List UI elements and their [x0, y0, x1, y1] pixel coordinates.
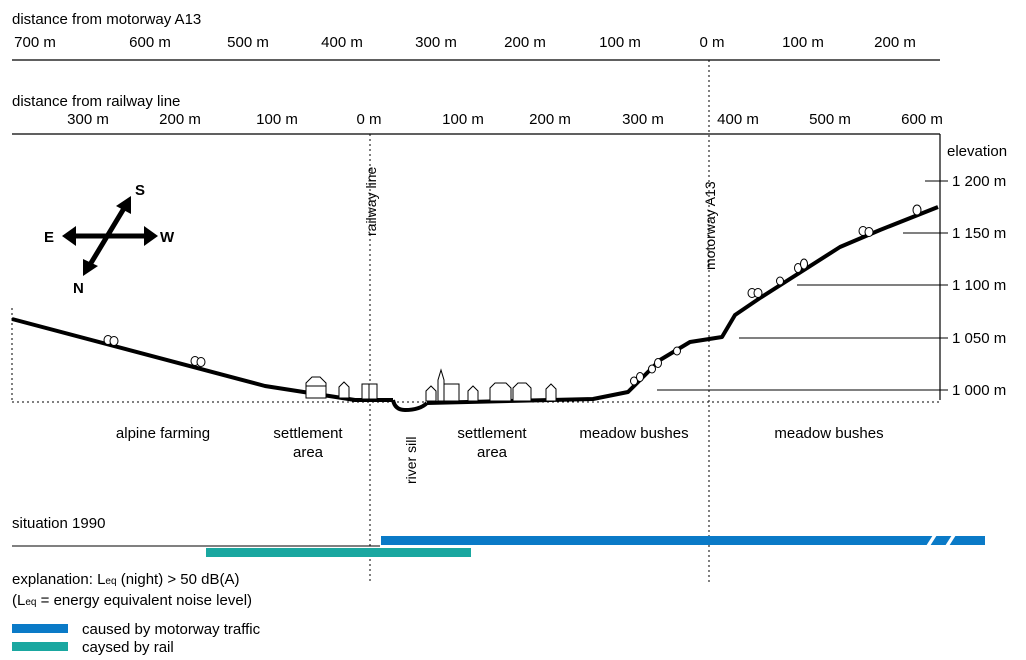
- bush-icon: [109, 336, 119, 346]
- railway-tick-label: 600 m: [901, 111, 943, 128]
- compass-n-label: N: [73, 280, 84, 297]
- zone-label: alpine farming: [116, 425, 210, 442]
- bush-icon: [864, 227, 874, 237]
- zone-label: meadow bushes: [774, 425, 883, 442]
- zone-label: meadow bushes: [579, 425, 688, 442]
- bush-icon: [630, 376, 638, 386]
- motorway-tick-label: 400 m: [321, 34, 363, 51]
- house-icon: [425, 385, 437, 402]
- motorway-tick-label: 100 m: [782, 34, 824, 51]
- compass-e-label: E: [44, 229, 54, 246]
- explanation-line-1: explanation: Leq (night) > 50 dB(A): [12, 571, 240, 588]
- legend-swatch-rail: [12, 642, 68, 651]
- zone-labels: alpine farming settlement area settlemen…: [116, 425, 884, 461]
- elevation-tick-label: 1 200 m: [952, 173, 1006, 190]
- bush-icon: [196, 357, 206, 367]
- zone-label: settlement: [273, 425, 343, 442]
- house-icon: [467, 385, 479, 402]
- elevation-tick-label: 1 050 m: [952, 330, 1006, 347]
- compass-arrowheads: [62, 196, 158, 276]
- elevation-ticks: 1 200 m 1 150 m 1 100 m 1 050 m 1 000 m: [657, 173, 1006, 399]
- house-icon: [545, 383, 557, 402]
- compass: S E W N: [44, 182, 175, 297]
- house-icon: [443, 383, 460, 402]
- bush-icon: [673, 346, 681, 356]
- zone-label: settlement: [457, 425, 527, 442]
- railway-tick-label: 0 m: [356, 111, 381, 128]
- railway-tick-label: 200 m: [529, 111, 571, 128]
- railway-line-label: railway line: [363, 167, 379, 236]
- legend-swatch-motorway: [12, 624, 68, 633]
- zone-label: area: [293, 444, 324, 461]
- house-icon: [305, 376, 327, 399]
- motorway-noise-bar: [381, 536, 985, 545]
- bush-icon: [753, 288, 763, 298]
- railway-tick-label: 400 m: [717, 111, 759, 128]
- bush-icon: [776, 276, 784, 286]
- bush-icon: [800, 258, 808, 270]
- bush-icon: [636, 372, 644, 382]
- motorway-tick-label: 500 m: [227, 34, 269, 51]
- building-icons: [305, 368, 557, 402]
- railway-axis-title: distance from railway line: [12, 93, 180, 110]
- railway-tick-label: 300 m: [67, 111, 109, 128]
- explanation-line-2: (Leq = energy equivalent noise level): [12, 592, 252, 609]
- motorway-tick-label: 300 m: [415, 34, 457, 51]
- river-sill-label: river sill: [403, 437, 419, 484]
- railway-tick-label: 100 m: [442, 111, 484, 128]
- motorway-tick-label: 600 m: [129, 34, 171, 51]
- bar-break-marks: [926, 535, 956, 546]
- railway-tick-label: 500 m: [809, 111, 851, 128]
- elevation-tick-label: 1 100 m: [952, 277, 1006, 294]
- house-icon: [512, 382, 532, 402]
- motorway-axis-title: distance from motorway A13: [12, 11, 201, 28]
- elevation-title: elevation: [947, 143, 1007, 160]
- railway-tick-label: 100 m: [256, 111, 298, 128]
- bush-icon: [912, 204, 922, 216]
- railway-axis-ticks: 300 m 200 m 100 m 0 m 100 m 200 m 300 m …: [67, 111, 943, 128]
- elevation-tick-label: 1 000 m: [952, 382, 1006, 399]
- motorway-tick-label: 200 m: [504, 34, 546, 51]
- motorway-tick-label: 200 m: [874, 34, 916, 51]
- church-icon: [437, 368, 445, 402]
- house-icon: [489, 382, 512, 402]
- rail-noise-bar: [206, 548, 471, 557]
- bush-icon: [648, 364, 656, 374]
- motorway-a13-label: motorway A13: [702, 181, 718, 270]
- legend-label-rail: caysed by rail: [82, 639, 174, 656]
- railway-tick-label: 200 m: [159, 111, 201, 128]
- bush-icon: [654, 358, 662, 368]
- situation-title: situation 1990: [12, 515, 105, 532]
- motorway-tick-label: 100 m: [599, 34, 641, 51]
- house-icon: [338, 381, 350, 399]
- bush-icons: [103, 204, 922, 386]
- motorway-tick-label: 0 m: [699, 34, 724, 51]
- compass-arrows-icon: [69, 202, 151, 271]
- legend: caused by motorway traffic caysed by rai…: [12, 621, 261, 656]
- elevation-tick-label: 1 150 m: [952, 225, 1006, 242]
- railway-tick-label: 300 m: [622, 111, 664, 128]
- river-sill-channel: [391, 399, 429, 413]
- compass-s-label: S: [135, 182, 145, 199]
- motorway-tick-label: 700 m: [14, 34, 56, 51]
- motorway-axis-ticks: 700 m 600 m 500 m 400 m 300 m 200 m 100 …: [14, 34, 916, 51]
- legend-label-motorway: caused by motorway traffic: [82, 621, 261, 638]
- zone-label: area: [477, 444, 508, 461]
- compass-w-label: W: [160, 229, 175, 246]
